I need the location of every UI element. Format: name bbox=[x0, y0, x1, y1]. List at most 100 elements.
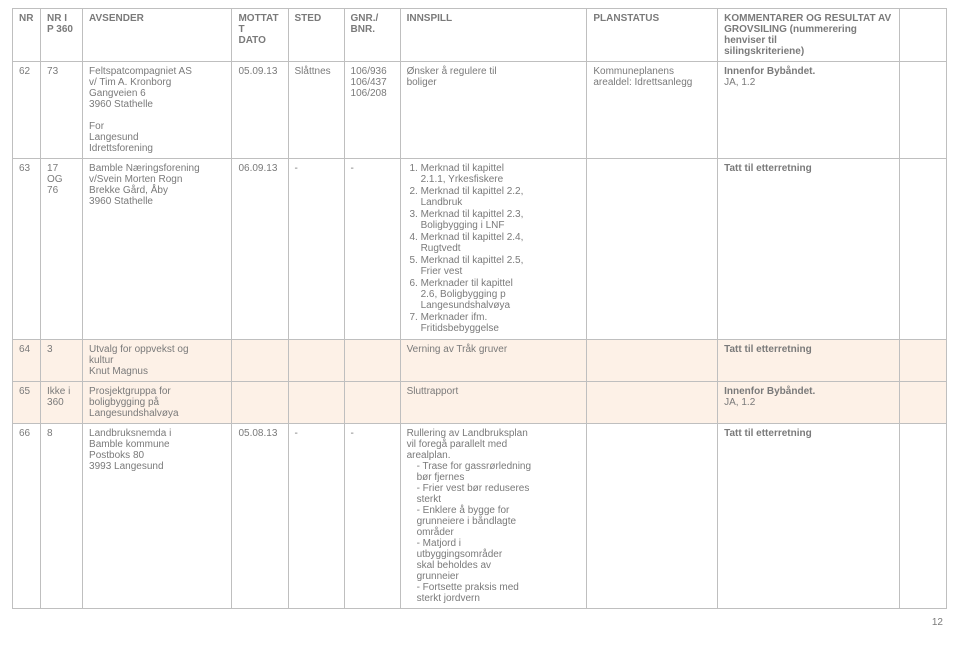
cell-innspill: Verning av Tråk gruver bbox=[400, 340, 587, 382]
nri-line: Ikke i bbox=[47, 386, 70, 397]
d-line: bør fjernes bbox=[417, 472, 465, 483]
d-line: Trase for gassrørledning bbox=[423, 461, 532, 472]
header-sted: STED bbox=[288, 9, 344, 62]
avs-line: Prosjektgruppa for bbox=[89, 386, 171, 397]
cell-sted: Slåttnes bbox=[288, 62, 344, 159]
cell-nri: 8 bbox=[41, 424, 83, 609]
header-gnr: GNR./ BNR. bbox=[344, 9, 400, 62]
cell-avsender: Utvalg for oppvekst og kultur Knut Magnu… bbox=[83, 340, 232, 382]
d-line: Fortsette praksis med bbox=[423, 582, 519, 593]
avs-line: Langesund bbox=[89, 132, 139, 143]
cell-gnr: 106/936 106/437 106/208 bbox=[344, 62, 400, 159]
cell-nri: 17 OG 76 bbox=[41, 159, 83, 340]
list-item: Merknader ifm.Fritidsbebyggelse bbox=[421, 312, 581, 334]
list-item: Trase for gassrørledningbør fjernes bbox=[417, 461, 581, 483]
d-line: utbyggingsområder bbox=[417, 549, 503, 560]
list-item: Merknad til kapittel 2.5,Frier vest bbox=[421, 255, 581, 277]
cell-planstatus bbox=[587, 340, 718, 382]
d-line: Frier vest bør reduseres bbox=[423, 483, 530, 494]
komm-bold: Tatt til etterretning bbox=[724, 163, 812, 174]
cell-sted bbox=[288, 340, 344, 382]
cell-sted: - bbox=[288, 159, 344, 340]
inn-line: boliger bbox=[407, 77, 437, 88]
list-item: Merknad til kapittel 2.3,Boligbygging i … bbox=[421, 209, 581, 231]
plan-table: NR NR I P 360 AVSENDER MOTTATT DATO STED… bbox=[12, 8, 947, 609]
m-line: Fritidsbebyggelse bbox=[421, 323, 499, 334]
header-innspill: INNSPILL bbox=[400, 9, 587, 62]
plan-line: arealdel: Idrettsanlegg bbox=[593, 77, 692, 88]
cell-kommentarer: Innenfor Bybåndet. JA, 1.2 bbox=[718, 382, 900, 424]
d-line: områder bbox=[417, 527, 454, 538]
cell-dato: 06.09.13 bbox=[232, 159, 288, 340]
cell-gnr: - bbox=[344, 424, 400, 609]
cell-nr: 63 bbox=[13, 159, 41, 340]
cell-gnr bbox=[344, 382, 400, 424]
avs-line: For bbox=[89, 121, 104, 132]
m-line: Boligbygging i LNF bbox=[421, 220, 505, 231]
cell-planstatus bbox=[587, 382, 718, 424]
komm-bold: Tatt til etterretning bbox=[724, 428, 812, 439]
dash-list: Trase for gassrørledningbør fjernes Frie… bbox=[407, 461, 581, 604]
list-item: Matjord iutbyggingsområderskal beholdes … bbox=[417, 538, 581, 582]
table-row: 65 Ikke i 360 Prosjektgruppa for boligby… bbox=[13, 382, 947, 424]
merknad-list: Merknad til kapittel2.1.1, Yrkesfiskere … bbox=[407, 163, 581, 334]
header-avsender: AVSENDER bbox=[83, 9, 232, 62]
table-header-row: NR NR I P 360 AVSENDER MOTTATT DATO STED… bbox=[13, 9, 947, 62]
avs-line: Bamble kommune bbox=[89, 439, 170, 450]
avs-line: Idrettsforening bbox=[89, 143, 153, 154]
m-line: Merknad til kapittel 2.5, bbox=[421, 255, 524, 266]
cell-dato bbox=[232, 340, 288, 382]
header-nri-l2: P 360 bbox=[47, 24, 73, 35]
gnr-line: 106/936 bbox=[351, 66, 387, 77]
nri-line: 17 OG bbox=[47, 163, 63, 185]
cell-extra bbox=[900, 159, 947, 340]
d-line: sterkt jordvern bbox=[417, 593, 480, 604]
m-line: 2.1.1, Yrkesfiskere bbox=[421, 174, 504, 185]
list-item: Merknader til kapittel2.6, Boligbygging … bbox=[421, 278, 581, 311]
komm-bold: Innenfor Bybåndet. bbox=[724, 66, 815, 77]
avs-line: v/Svein Morten Rogn bbox=[89, 174, 182, 185]
d-line: Matjord i bbox=[423, 538, 461, 549]
cell-innspill: Merknad til kapittel2.1.1, Yrkesfiskere … bbox=[400, 159, 587, 340]
avs-line: boligbygging på bbox=[89, 397, 159, 408]
header-nri: NR I P 360 bbox=[41, 9, 83, 62]
list-item: Frier vest bør reduseressterkt bbox=[417, 483, 581, 505]
header-nr: NR bbox=[13, 9, 41, 62]
cell-avsender: Bamble Næringsforening v/Svein Morten Ro… bbox=[83, 159, 232, 340]
cell-extra bbox=[900, 424, 947, 609]
gnr-line: 106/208 bbox=[351, 88, 387, 99]
cell-avsender: Feltspatcompagniet AS v/ Tim A. Kronborg… bbox=[83, 62, 232, 159]
avs-line: v/ Tim A. Kronborg bbox=[89, 77, 171, 88]
m-line: Merknad til kapittel 2.4, bbox=[421, 232, 524, 243]
m-line: Merknad til kapittel 2.2, bbox=[421, 186, 524, 197]
avs-line: Postboks 80 bbox=[89, 450, 144, 461]
avs-line: 3960 Stathelle bbox=[89, 99, 153, 110]
komm-bold: Tatt til etterretning bbox=[724, 344, 812, 355]
list-item: Fortsette praksis medsterkt jordvern bbox=[417, 582, 581, 604]
avs-line: Bamble Næringsforening bbox=[89, 163, 200, 174]
avs-line: Gangveien 6 bbox=[89, 88, 146, 99]
inn-line: vil foregå parallelt med bbox=[407, 439, 508, 450]
header-komm-l1: KOMMENTARER OG RESULTAT AV bbox=[724, 13, 891, 24]
table-row: 64 3 Utvalg for oppvekst og kultur Knut … bbox=[13, 340, 947, 382]
m-line: Merknad til kapittel bbox=[421, 163, 504, 174]
avs-line: Brekke Gård, Åby bbox=[89, 185, 168, 196]
avs-line: kultur bbox=[89, 355, 113, 366]
inn-line: arealplan. bbox=[407, 450, 451, 461]
cell-extra bbox=[900, 62, 947, 159]
table-row: 62 73 Feltspatcompagniet AS v/ Tim A. Kr… bbox=[13, 62, 947, 159]
nri-line: 76 bbox=[47, 185, 58, 196]
cell-planstatus: Kommuneplanens arealdel: Idrettsanlegg bbox=[587, 62, 718, 159]
list-item: Enklere å bygge forgrunneiere i båndlagt… bbox=[417, 505, 581, 538]
cell-extra bbox=[900, 340, 947, 382]
header-komm-l3: silingskriteriene) bbox=[724, 46, 804, 57]
cell-kommentarer: Innenfor Bybåndet. JA, 1.2 bbox=[718, 62, 900, 159]
d-line: sterkt bbox=[417, 494, 441, 505]
header-mottatt: MOTTATT DATO bbox=[232, 9, 288, 62]
avs-line: 3960 Stathelle bbox=[89, 196, 153, 207]
d-line: Enklere å bygge for bbox=[423, 505, 510, 516]
list-item: Merknad til kapittel 2.4,Rugtvedt bbox=[421, 232, 581, 254]
table-row: 63 17 OG 76 Bamble Næringsforening v/Sve… bbox=[13, 159, 947, 340]
m-line: Langesundshalvøya bbox=[421, 300, 511, 311]
header-komm-l2: GROVSILING (nummerering henviser til bbox=[724, 24, 857, 46]
